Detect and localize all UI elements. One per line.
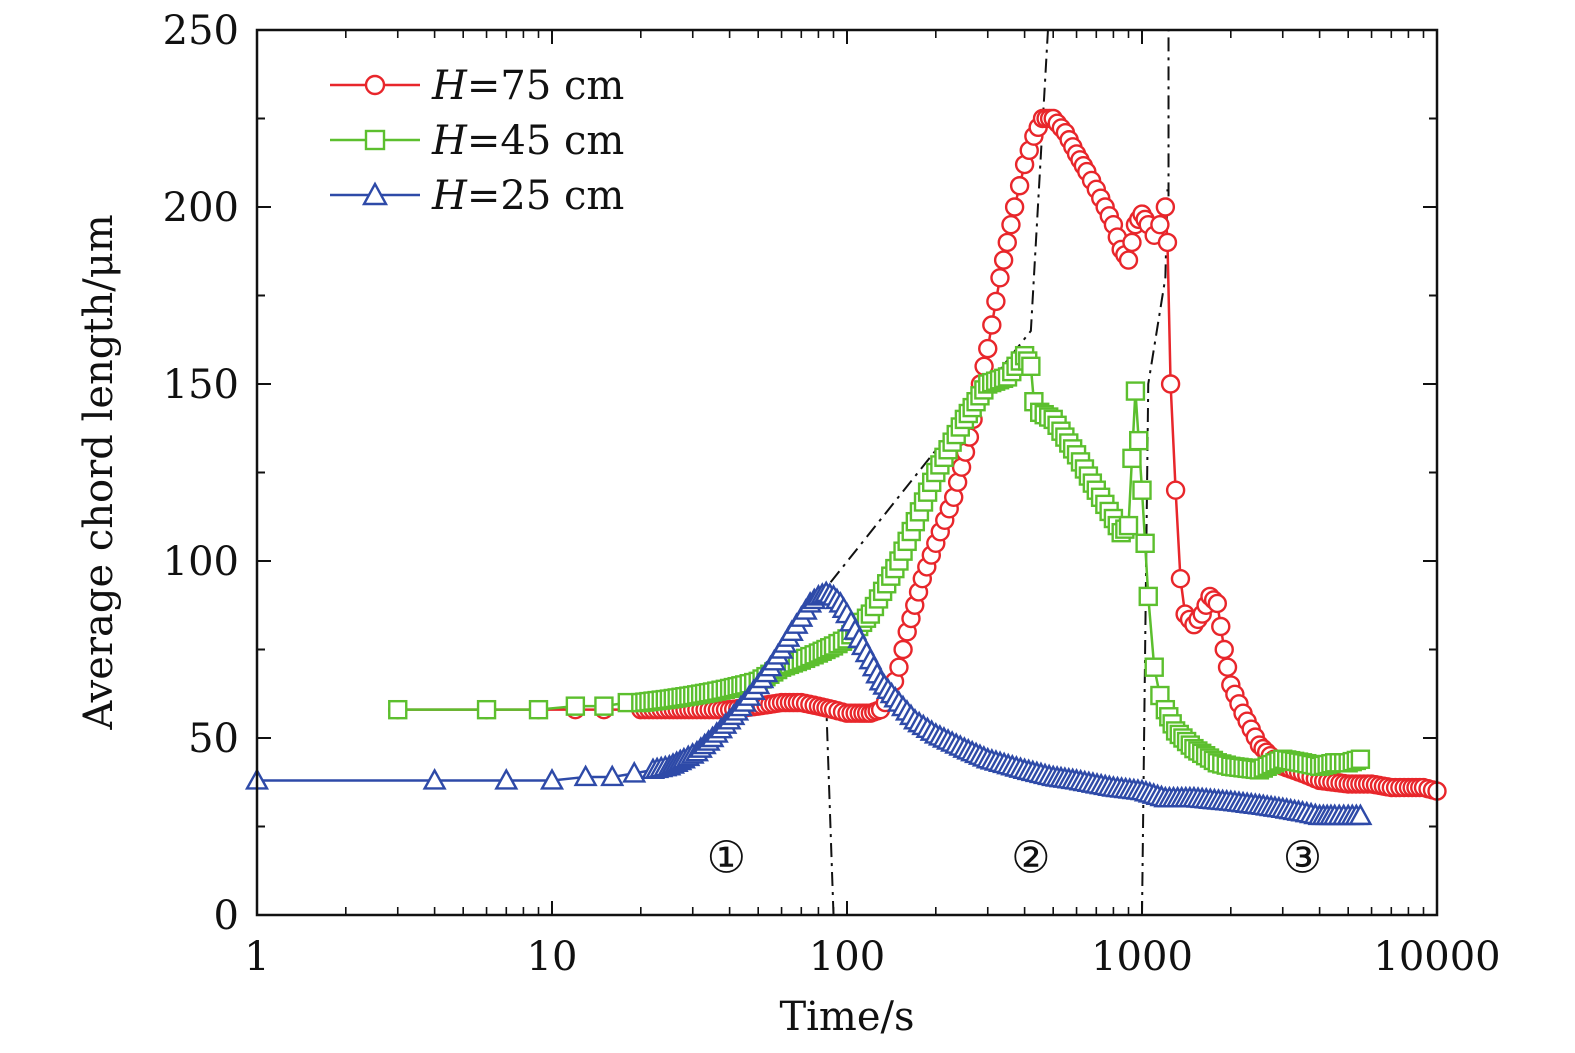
tick-labels: 1 10 100 1000 10000 0 50 100 150 200 250 — [163, 8, 1501, 980]
x-tick-label: 1 — [244, 934, 269, 980]
y-tick-label: 200 — [163, 185, 239, 231]
legend-label-rest: =45 cm — [467, 118, 624, 164]
data-point — [889, 657, 909, 677]
legend-entry: H=25 cm — [330, 173, 624, 219]
data-point — [1118, 515, 1139, 536]
series-triangle — [244, 580, 1373, 826]
data-point — [1004, 197, 1025, 217]
data-point — [997, 232, 1017, 253]
data-point — [982, 315, 1002, 335]
legend-label: H=45 cm — [431, 118, 624, 164]
x-tick-label: 10 — [527, 934, 578, 980]
legend-label-italic: H — [431, 63, 468, 109]
data-point — [1138, 586, 1158, 607]
data-point — [993, 250, 1014, 270]
data-point — [1165, 480, 1186, 500]
y-axis-title: Average chord length/μm — [76, 214, 122, 730]
region-label: ② — [1011, 833, 1050, 884]
legend-label: H=75 cm — [431, 63, 624, 109]
legend-marker — [364, 74, 386, 96]
data-point — [1170, 569, 1191, 589]
legend-label: H=25 cm — [431, 173, 624, 219]
series-square — [388, 345, 1371, 780]
data-point — [1214, 639, 1234, 660]
data-point — [622, 760, 647, 783]
legend-label-italic: H — [431, 173, 468, 219]
y-tick-label: 150 — [163, 362, 239, 408]
data-point — [1207, 593, 1228, 614]
x-tick-label: 1000 — [1091, 934, 1193, 980]
guide-line — [1141, 189, 1169, 916]
legend-entry: H=75 cm — [330, 63, 624, 109]
data-point — [1021, 356, 1041, 376]
data-point — [573, 764, 598, 787]
data-point — [565, 696, 586, 716]
data-point — [1001, 214, 1021, 235]
y-tick-label: 50 — [188, 716, 239, 762]
data-point — [1150, 214, 1170, 235]
series-layer — [244, 108, 1447, 826]
x-tick-label: 10000 — [1373, 934, 1500, 980]
data-point — [1122, 232, 1142, 253]
region-label: ① — [707, 833, 746, 884]
region-labels: ① ② ③ — [707, 833, 1323, 884]
data-point — [1135, 533, 1155, 553]
guide-line — [825, 702, 835, 916]
data-point — [388, 699, 408, 720]
data-point — [422, 768, 447, 790]
data-point — [978, 338, 998, 359]
data-point — [1122, 448, 1142, 469]
data-point — [1132, 480, 1152, 500]
legend-entry: H=45 cm — [330, 118, 624, 164]
data-point — [594, 696, 614, 716]
legend-label-rest: =25 cm — [467, 173, 624, 219]
data-point — [1129, 430, 1149, 451]
legend-label-italic: H — [431, 118, 468, 164]
data-point — [1217, 657, 1238, 677]
data-point — [1125, 381, 1146, 401]
data-point — [1009, 176, 1030, 196]
plot-frame — [255, 28, 1439, 917]
data-point — [1160, 374, 1181, 394]
y-tick-label: 250 — [163, 8, 239, 54]
x-tick-label: 100 — [809, 934, 885, 980]
y-tick-label: 0 — [214, 893, 239, 939]
data-point — [1350, 749, 1371, 769]
data-point — [1155, 197, 1176, 217]
data-point — [600, 764, 625, 787]
data-point — [528, 699, 549, 720]
data-point — [990, 268, 1010, 288]
legend: H=75 cmH=45 cmH=25 cm — [330, 63, 624, 219]
data-point — [893, 639, 913, 660]
x-axis-title: Time/s — [779, 994, 914, 1040]
data-point — [1348, 803, 1373, 826]
data-point — [1144, 657, 1164, 677]
y-tick-label: 100 — [163, 539, 239, 585]
data-point — [494, 768, 519, 790]
legend-marker — [364, 129, 386, 151]
data-point — [1157, 232, 1178, 253]
legend-marker — [361, 181, 389, 206]
legend-label-rest: =75 cm — [467, 63, 624, 109]
data-point — [1118, 250, 1139, 270]
data-point — [476, 699, 497, 720]
data-point — [539, 768, 565, 790]
data-point — [986, 291, 1006, 312]
region-label: ③ — [1283, 833, 1322, 884]
data-point — [1211, 616, 1231, 637]
